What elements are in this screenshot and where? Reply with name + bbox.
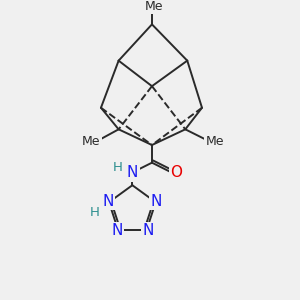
Text: O: O <box>170 165 182 180</box>
Text: H: H <box>89 206 99 220</box>
Text: N: N <box>102 194 114 209</box>
Text: N: N <box>127 165 138 180</box>
Text: Me: Me <box>145 0 163 13</box>
Text: N: N <box>151 194 162 209</box>
Text: H: H <box>113 161 123 174</box>
Text: N: N <box>111 223 123 238</box>
Text: Me: Me <box>82 135 100 148</box>
Text: Me: Me <box>206 135 224 148</box>
Text: N: N <box>142 223 153 238</box>
